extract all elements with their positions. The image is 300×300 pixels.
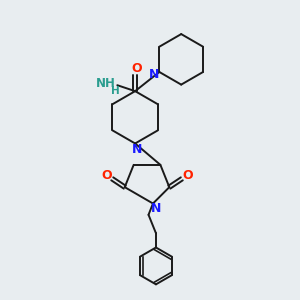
Text: O: O bbox=[101, 169, 112, 182]
Text: N: N bbox=[131, 143, 142, 156]
Text: O: O bbox=[131, 62, 142, 75]
Text: H: H bbox=[111, 86, 119, 96]
Text: NH: NH bbox=[96, 76, 116, 90]
Text: O: O bbox=[182, 169, 193, 182]
Text: N: N bbox=[149, 68, 159, 81]
Text: N: N bbox=[152, 202, 162, 215]
